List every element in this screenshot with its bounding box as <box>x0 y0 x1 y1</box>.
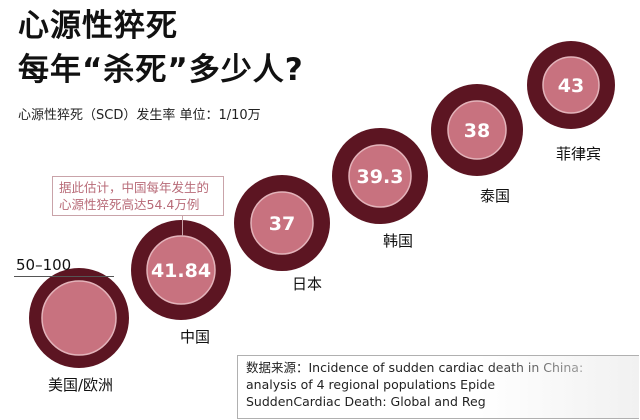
bubble-inner-philippines <box>542 56 600 114</box>
bubble-inner-china <box>146 235 216 305</box>
callout-line-2: 心源性猝死高达54.4万例 <box>59 197 200 212</box>
bubble-inner-japan <box>250 191 314 255</box>
source-line-2: analysis of 4 regional populations Epide <box>246 377 496 392</box>
bubble-inner-usa-europe <box>41 280 117 356</box>
country-label-china: 中国 <box>180 328 211 346</box>
bubble-inner-korea <box>348 144 412 208</box>
callout-connector <box>182 214 183 236</box>
title-line-1: 心源性猝死 <box>18 8 178 44</box>
country-label-japan: 日本 <box>292 275 323 293</box>
title-line-2: 每年“杀死”多少人? <box>18 52 304 88</box>
bubble-value-japan: 37 <box>269 213 295 235</box>
bubble-inner-thailand <box>447 100 507 160</box>
bubble-value-korea: 39.3 <box>357 166 404 188</box>
callout-line-1: 据此估计，中国每年发生的 <box>59 180 210 195</box>
source-line-3: SuddenCardiac Death: Global and Reg <box>246 394 486 409</box>
bubble-value-china: 41.84 <box>151 260 211 282</box>
range-label: 50–100 <box>16 256 72 274</box>
subtitle: 心源性猝死（SCD）发生率 单位：1/10万 <box>18 108 261 123</box>
bubble-value-thailand: 38 <box>464 120 490 142</box>
callout-box: 据此估计，中国每年发生的 心源性猝死高达54.4万例 <box>52 176 224 216</box>
country-label-korea: 韩国 <box>383 232 414 250</box>
range-underline <box>14 276 114 277</box>
bubble-value-philippines: 43 <box>558 75 584 97</box>
source-box: 数据来源：Incidence of sudden cardiac death i… <box>237 355 639 419</box>
country-label-philippines: 菲律宾 <box>556 145 602 163</box>
country-label-thailand: 泰国 <box>480 187 511 205</box>
country-label-usa-europe: 美国/欧洲 <box>48 376 114 394</box>
source-fade-overlay <box>479 356 639 418</box>
